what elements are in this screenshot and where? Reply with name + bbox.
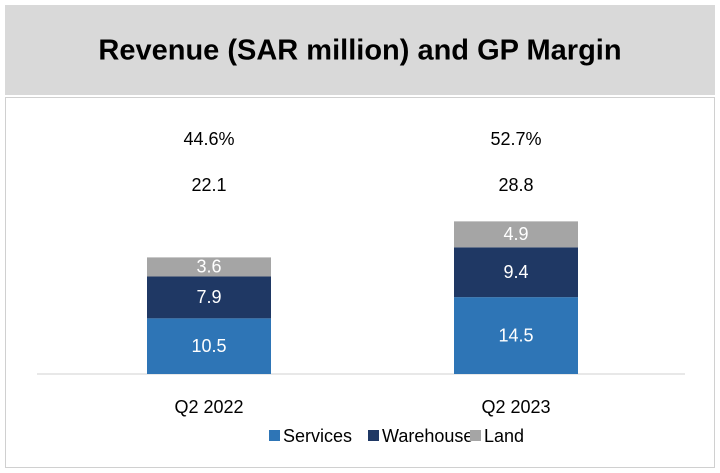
bar-segment bbox=[147, 257, 271, 277]
total-label: 28.8 bbox=[498, 175, 533, 195]
bar-segment bbox=[147, 276, 271, 319]
margin-label: 44.6% bbox=[183, 129, 234, 149]
segment-label: 10.5 bbox=[191, 336, 226, 356]
x-tick-label: Q2 2023 bbox=[481, 397, 550, 417]
legend-swatch bbox=[470, 430, 481, 441]
x-tick-label: Q2 2022 bbox=[174, 397, 243, 417]
segment-label: 3.6 bbox=[196, 257, 221, 277]
segment-label: 14.5 bbox=[498, 325, 533, 345]
legend-label: Land bbox=[484, 426, 524, 446]
bar-segment bbox=[454, 221, 578, 248]
margin-label: 52.7% bbox=[490, 129, 541, 149]
chart-title: Revenue (SAR million) and GP Margin bbox=[98, 35, 621, 67]
plot-frame bbox=[5, 97, 715, 468]
legend-label: Services bbox=[283, 426, 352, 446]
legend-swatch bbox=[269, 430, 280, 441]
bar-segment bbox=[454, 247, 578, 298]
title-box bbox=[5, 5, 715, 95]
legend-label: Warehouse bbox=[382, 426, 473, 446]
segment-label: 4.9 bbox=[503, 224, 528, 244]
segment-label: 9.4 bbox=[503, 262, 528, 282]
total-label: 22.1 bbox=[191, 175, 226, 195]
bar-segment bbox=[147, 318, 271, 374]
segment-label: 7.9 bbox=[196, 287, 221, 307]
bar-segment bbox=[454, 297, 578, 374]
legend-swatch bbox=[368, 430, 379, 441]
